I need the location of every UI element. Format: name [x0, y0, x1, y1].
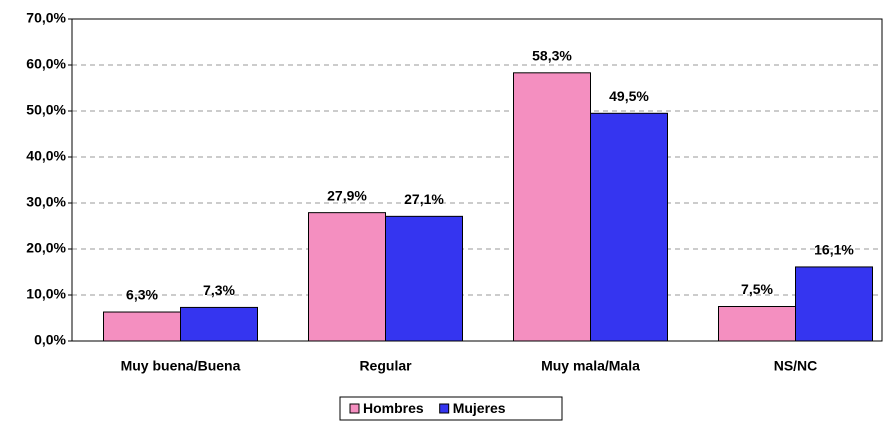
bar [513, 72, 591, 342]
y-tick-label: 40,0% [26, 148, 66, 164]
data-label: 49,5% [609, 88, 649, 104]
y-tick-label: 50,0% [26, 102, 66, 118]
x-tick-label: Muy mala/Mala [541, 358, 640, 374]
x-tick-label: NS/NC [774, 358, 818, 374]
y-tick-label: 10,0% [26, 286, 66, 302]
legend-swatch [349, 403, 360, 414]
bar [308, 212, 386, 342]
bar [590, 112, 668, 342]
legend-box [339, 396, 563, 421]
data-label: 6,3% [126, 287, 158, 303]
x-tick-label: Regular [359, 358, 412, 374]
legend-label: Mujeres [453, 400, 506, 416]
plot-border [71, 18, 883, 342]
data-label: 27,1% [404, 191, 444, 207]
bar [718, 306, 796, 342]
bar [180, 306, 258, 342]
y-tick-label: 60,0% [26, 56, 66, 72]
data-label: 7,5% [741, 281, 773, 297]
y-tick-label: 0,0% [34, 332, 66, 348]
y-tick-label: 30,0% [26, 194, 66, 210]
data-label: 58,3% [532, 48, 572, 64]
data-label: 16,1% [814, 242, 854, 258]
legend-swatch [439, 403, 450, 414]
x-tick-label: Muy buena/Buena [121, 358, 241, 374]
data-label: 7,3% [203, 282, 235, 298]
y-tick-label: 70,0% [26, 10, 66, 26]
data-label: 27,9% [327, 187, 367, 203]
y-tick-label: 20,0% [26, 240, 66, 256]
legend-label: Hombres [363, 400, 424, 416]
bar [795, 266, 873, 342]
bar [103, 311, 181, 342]
bar [385, 215, 463, 342]
